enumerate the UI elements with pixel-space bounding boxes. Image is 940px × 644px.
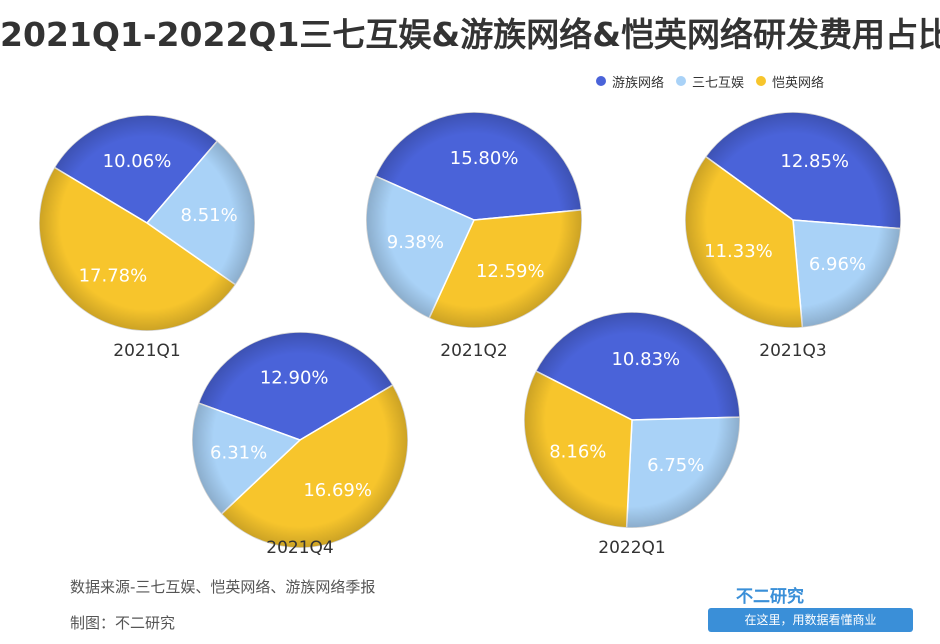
slice-data-label: 12.85%	[780, 151, 849, 172]
pie-2021Q1: 10.06% 8.51% 17.78% 2021Q1	[38, 114, 256, 361]
slice-data-label: 12.90%	[260, 368, 329, 389]
legend: 游族网络 三七互娱 恺英网络	[596, 70, 836, 92]
slice-data-label: 6.96%	[809, 254, 866, 275]
pie-2021Q3: 12.85% 6.96% 11.33% 2021Q3	[684, 111, 902, 361]
legend-item: 三七互娱	[676, 72, 744, 91]
pie-caption: 2022Q1	[598, 538, 665, 558]
legend-swatch	[756, 76, 767, 86]
brand-name: 不二研究	[736, 587, 804, 607]
slice-data-label: 11.33%	[704, 241, 773, 262]
brand-logo: 不二研究 在这里，用数据看懂商业	[708, 582, 913, 634]
slice-data-label: 6.75%	[647, 455, 704, 476]
pie-2021Q2: 15.80% 12.59% 9.38% 2021Q2	[365, 111, 583, 361]
legend-swatch	[596, 76, 606, 86]
pie-caption: 2021Q4	[266, 538, 333, 558]
chart-credit: 制图：不二研究	[70, 614, 176, 632]
pie-caption: 2021Q1	[113, 341, 180, 361]
data-source-note: 数据来源-三七互娱、恺英网络、游族网络季报	[70, 578, 376, 596]
pie-2022Q1: 10.83% 6.75% 8.16% 2022Q1	[523, 311, 741, 558]
pie-2021Q4: 12.90% 16.69% 6.31% 2021Q4	[191, 331, 409, 558]
chart-title: 2021Q1-2022Q1三七互娱&游族网络&恺英网络研发费用占比	[0, 15, 940, 54]
slice-data-label: 6.31%	[210, 443, 267, 464]
slice-data-label: 10.83%	[611, 349, 680, 370]
slice-data-label: 17.78%	[79, 266, 148, 287]
slice-data-label: 9.38%	[387, 232, 444, 253]
slice-data-label: 15.80%	[450, 148, 519, 169]
slice-data-label: 8.16%	[549, 441, 606, 462]
pie-caption: 2021Q2	[440, 341, 507, 361]
brand-slogan: 在这里，用数据看懂商业	[708, 608, 913, 632]
legend-label: 恺英网络	[772, 75, 825, 91]
legend-swatch	[676, 76, 687, 86]
slice-data-label: 10.06%	[103, 151, 172, 172]
slice-data-label: 8.51%	[181, 205, 238, 226]
pie-caption: 2021Q3	[759, 341, 826, 361]
legend-item: 恺英网络	[756, 72, 824, 91]
slice-data-label: 16.69%	[303, 480, 372, 501]
legend-item: 游族网络	[596, 72, 664, 91]
legend-label: 游族网络	[612, 75, 665, 91]
slice-data-label: 12.59%	[476, 261, 545, 282]
legend-label: 三七互娱	[692, 75, 745, 91]
